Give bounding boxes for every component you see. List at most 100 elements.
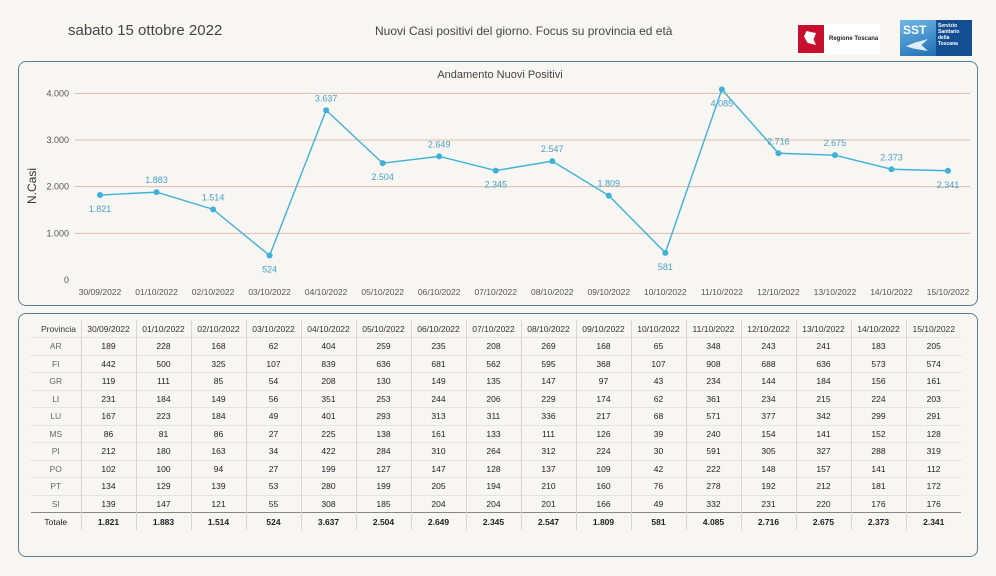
table-cell: 141 [850,459,906,478]
chart-panel: Andamento Nuovi Positivi N.Casi 0 1.000 2.… [18,61,978,306]
table-cell: 81 [135,424,191,443]
table-cell: 217 [575,407,631,425]
table-cell: 194 [465,477,521,495]
table-cell: 269 [520,337,576,355]
column-header-date[interactable]: 03/10/2022 [245,320,301,338]
table-cell: 184 [190,407,246,425]
column-header-date[interactable]: 04/10/2022 [300,320,356,338]
x-tick-label: 09/10/2022 [588,287,631,297]
column-header-date[interactable]: 11/10/2022 [685,320,741,338]
data-point [97,192,103,199]
data-point [379,160,386,167]
chart-title: Andamento Nuovi Positivi [437,69,562,81]
x-tick-label: 12/10/2022 [757,287,800,297]
table-cell: 149 [190,389,246,408]
table-cell: 86 [80,424,136,443]
table-cell: 168 [575,337,631,355]
table-cell: 204 [410,494,466,513]
table-cell: 234 [685,372,741,390]
table-cell: 351 [300,389,356,408]
table-cell: 184 [135,389,191,408]
column-header-date[interactable]: 06/10/2022 [410,320,466,338]
table-cell: 102 [80,459,136,478]
column-header-date[interactable]: 05/10/2022 [355,320,411,338]
column-header-date[interactable]: 12/10/2022 [740,320,796,338]
table-cell: 53 [245,477,301,495]
table-cell: 119 [80,372,136,390]
table-cell: 215 [795,389,851,408]
table-cell: 161 [905,372,961,390]
column-header-provincia[interactable]: Provincia [41,323,76,334]
gridlines [75,92,970,234]
table-cell: 571 [685,407,741,425]
column-header-date[interactable]: 01/10/2022 [135,320,191,338]
column-header-date[interactable]: 07/10/2022 [465,320,521,338]
table-cell: 342 [795,407,851,425]
column-header-date[interactable]: 08/10/2022 [520,320,576,338]
table-cell: 55 [245,494,301,513]
table-cell: 176 [850,494,906,513]
table-cell: 210 [520,477,576,495]
data-label: 2.716 [767,136,790,146]
table-cell: 591 [685,442,741,460]
data-label: 524 [262,265,277,275]
table-cell: 172 [905,477,961,495]
table-cell: 111 [135,372,191,390]
data-label: 2.675 [824,138,847,148]
table-cell: 1.883 [135,512,191,530]
table-cell: 205 [410,477,466,495]
table-cell: 422 [300,442,356,460]
province-name: PI [31,442,81,460]
province-table: Provincia 30/09/2022 01/10/2022 02/10/2022… [31,320,961,530]
table-cell: 201 [520,494,576,513]
table-cell: 348 [685,337,741,355]
page-subtitle: Nuovi Casi positivi del giorno. Focus su… [375,24,673,38]
column-header-date[interactable]: 09/10/2022 [575,320,631,338]
table-row: PO 102 100 94 27 199 127 147 128 137 109 42 222 148 15… [31,459,961,478]
table-cell: 212 [795,477,851,495]
table-cell: 56 [245,389,301,408]
y-tick-label: 0 [64,275,69,285]
table-row: LI 231 184 149 56 351 253 244 206 229 174 62 361 234 2… [31,389,961,408]
table-cell: 1.514 [190,512,246,530]
x-tick-label: 02/10/2022 [192,287,235,297]
table-cell: 206 [465,389,521,408]
table-cell: 291 [905,407,961,425]
y-axis-ticks: 0 1.000 2.000 3.000 4.000 [46,88,69,285]
table-cell: 305 [740,442,796,460]
table-cell: 2.341 [905,512,961,530]
data-point [153,189,160,196]
column-header-date[interactable]: 15/10/2022 [905,320,961,338]
province-name: GR [31,372,81,390]
column-header-date[interactable]: 13/10/2022 [795,320,851,338]
table-panel: Provincia 30/09/2022 01/10/2022 02/10/2022… [18,313,978,557]
table-cell: 235 [410,337,466,355]
table-cell: 49 [630,494,686,513]
x-tick-label: 15/10/2022 [927,287,970,297]
y-axis-label: N.Casi [25,168,39,204]
data-label: 581 [658,262,673,272]
table-cell: 229 [520,389,576,408]
column-header-date[interactable]: 14/10/2022 [850,320,906,338]
table-cell: 222 [685,459,741,478]
province-name: PT [31,477,81,495]
table-cell: 100 [135,459,191,478]
x-tick-label: 03/10/2022 [248,287,291,297]
table-cell: 240 [685,424,741,443]
province-name: MS [31,424,81,443]
table-cell: 573 [850,354,906,373]
total-row: Totale 1.821 1.883 1.514 524 3.637 2.504 2.649 2… [31,512,961,530]
table-cell: 168 [190,337,246,355]
table-cell: 62 [630,389,686,408]
table-cell: 156 [850,372,906,390]
column-header-date[interactable]: 02/10/2022 [190,320,246,338]
x-tick-label: 30/09/2022 [79,287,122,297]
column-header-date[interactable]: 30/09/2022 [80,320,136,338]
table-cell: 62 [245,337,301,355]
data-point [549,158,556,165]
table-cell: 97 [575,372,631,390]
table-cell: 234 [740,389,796,408]
x-tick-label: 07/10/2022 [474,287,517,297]
table-cell: 208 [300,372,356,390]
column-header-date[interactable]: 10/10/2022 [630,320,686,338]
